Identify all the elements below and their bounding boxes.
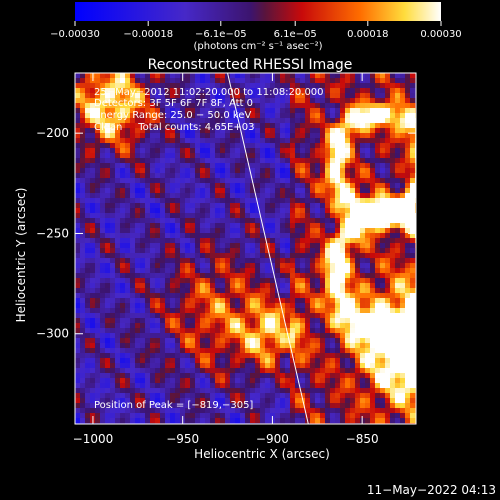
solar-limb-line: [227, 72, 309, 425]
annotation-time-range: 25−May−2012 11:02:20.000 to 11:08:20.000: [94, 87, 324, 98]
y-tick-label: −300: [36, 327, 69, 341]
colorbar-gradient: [75, 2, 441, 21]
annotation-counts: Clean Total counts: 4.65E+03: [94, 122, 254, 133]
colorbar-units-label: (photons cm⁻² s⁻¹ asec⁻²): [193, 41, 322, 52]
x-tick-label: −900: [256, 432, 289, 446]
colorbar-tick-label: 0.00030: [420, 29, 461, 40]
y-axis-ticks: −200 −250 −300: [36, 126, 416, 341]
plot-frame: [74, 72, 417, 425]
colorbar-tick-label: 6.1e−05: [274, 29, 317, 40]
annotation-energy-range: Energy Range: 25.0 − 50.0 keV: [94, 110, 251, 121]
x-axis-ticks: −1000 −950 −900 −850: [73, 73, 379, 446]
annotation-detectors: Detectors: 3F 5F 6F 7F 8F, Att 0: [94, 98, 253, 109]
y-axis-label: Heliocentric Y (arcsec): [14, 188, 28, 323]
peak-position-label: Position of Peak = [−819,−305]: [94, 400, 253, 411]
annotation-block: 25−May−2012 11:02:20.000 to 11:08:20.000…: [94, 87, 324, 133]
x-tick-label: −1000: [73, 432, 114, 446]
y-tick-label: −200: [36, 126, 69, 140]
heatmap-image: [75, 73, 416, 424]
colorbar-tick-label: −0.00030: [50, 29, 100, 40]
colorbar-ticks: −0.00030 −0.00018 −6.1e−05 6.1e−05 0.00018 0.…: [50, 21, 462, 40]
y-tick-label: −250: [36, 226, 69, 240]
colorbar-tick-label: −6.1e−05: [195, 29, 247, 40]
footer-timestamp: 11−May−2022 04:13: [367, 483, 496, 497]
x-tick-label: −850: [346, 432, 379, 446]
x-axis-label: Heliocentric X (arcsec): [194, 447, 330, 461]
colorbar: −0.00030 −0.00018 −6.1e−05 6.1e−05 0.00018 0.…: [50, 2, 462, 52]
x-tick-label: −950: [166, 432, 199, 446]
colorbar-tick-label: 0.00018: [347, 29, 388, 40]
plot-area: −1000 −950 −900 −850 −200 −250 −300 25−May−20…: [36, 72, 417, 446]
chart-title: Reconstructed RHESSI Image: [148, 57, 353, 73]
colorbar-tick-label: −0.00018: [123, 29, 173, 40]
